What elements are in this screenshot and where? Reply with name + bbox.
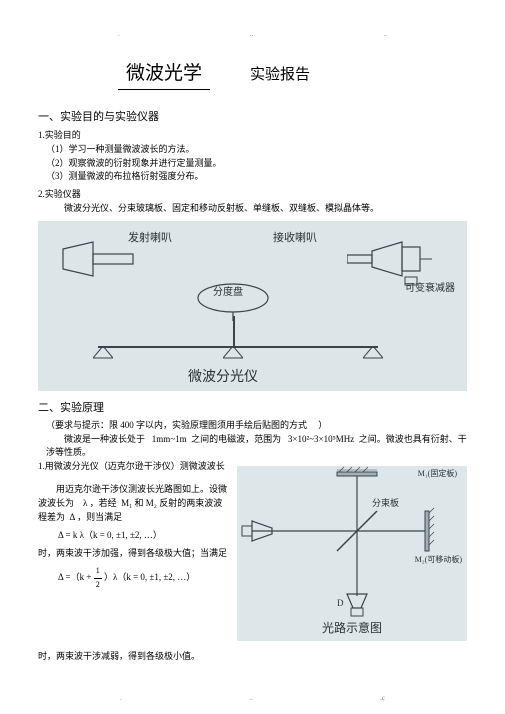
title-sub: 实验报告 <box>250 63 310 84</box>
label: D <box>337 598 344 608</box>
label: 分度盘 <box>213 283 243 298</box>
figure-apparatus: 发射喇叭 接收喇叭 可变衰减器 分度盘 微波分光仪 <box>38 221 467 391</box>
t: Δ <box>70 512 75 522</box>
two-column-block: M₁(固定板) M₂(可移动板) 分束板 D 光路示意图 1.用微波分光仪（迈克… <box>38 460 467 645</box>
footer-marks-row: . .. .c <box>0 694 505 702</box>
t: ，则当满足 <box>77 512 122 522</box>
mark: . <box>118 30 120 38</box>
list-item: （3）测量微波的布拉格衍射强度分布。 <box>46 170 467 184</box>
sketch-line <box>233 316 235 346</box>
foot-icon <box>93 346 113 360</box>
denominator: 2 <box>94 579 102 591</box>
hint-text: （要求与提示：限 400 字以内，实验原理图须用手绘后贴图的方式 ） <box>46 419 467 433</box>
t: 之间的电磁波，范围为 <box>191 434 281 444</box>
title-row: 微波光学 实验报告 <box>38 58 467 90</box>
sub-heading: 2.实验仪器 <box>38 187 467 200</box>
fraction: 1 2 <box>94 565 102 591</box>
t: M₁ 和 M₂ <box>121 498 157 508</box>
t: 3×10²~3×10⁵MHz <box>288 434 354 444</box>
mark: .. <box>249 694 253 702</box>
t: ）λ（k = 0, ±1, ±2, …） <box>104 572 195 582</box>
sub-heading: 1.实验目的 <box>38 128 467 141</box>
t: （要求与提示：限 <box>46 420 118 430</box>
section-1-heading: 一、实验目的与实验仪器 <box>38 108 467 124</box>
t: 字以内，实验原理图须用手绘后贴图的方式 <box>136 420 307 430</box>
numerator: 1 <box>94 565 102 578</box>
t: ，若经 <box>90 498 117 508</box>
t: 400 <box>120 420 134 430</box>
mark: .. <box>384 30 388 38</box>
t: Δ =（k + <box>58 572 91 582</box>
mark: . <box>120 694 122 702</box>
mark: .c <box>380 694 385 702</box>
label: M₂(可移动板) <box>415 554 462 565</box>
t: 时，两束波干涉减弱，得到各级极小值。 <box>38 649 467 662</box>
list-item: （2）观察微波的衍射现象并进行定量测量。 <box>46 157 467 171</box>
top-marks-row: . .. .. <box>38 30 467 38</box>
t: 微波是一种波长处于 <box>64 434 145 444</box>
body-text: 微波分光仪、分束玻璃板、固定和移动反射板、单缝板、双缝板、模拟晶体等。 <box>46 202 467 216</box>
t: ） <box>318 420 327 430</box>
foot-icon <box>363 346 383 360</box>
list-item: （1）学习一种测量微波波长的方法。 <box>46 143 467 157</box>
foot-icon <box>223 346 243 360</box>
emit-horn-icon <box>58 239 138 284</box>
figure-caption: 光路示意图 <box>322 619 382 636</box>
label: M₁(固定板) <box>418 468 457 479</box>
figure-optical-path: M₁(固定板) M₂(可移动板) 分束板 D 光路示意图 <box>237 466 467 641</box>
label: 发射喇叭 <box>128 229 172 245</box>
label: 分束板 <box>372 496 399 509</box>
label: 可变衰减器 <box>405 279 455 294</box>
t: λ <box>83 498 87 508</box>
body-text: 微波是一种波长处于 1mm~1m 之间的电磁波，范围为 3×10²~3×10⁵M… <box>46 433 467 460</box>
title-main: 微波光学 <box>118 58 210 90</box>
section-2-heading: 二、实验原理 <box>38 399 467 415</box>
label: 接收喇叭 <box>273 229 317 245</box>
figure-caption: 微波分光仪 <box>188 366 258 386</box>
t: 1mm~1m <box>152 434 187 444</box>
mark: .. <box>250 30 254 38</box>
